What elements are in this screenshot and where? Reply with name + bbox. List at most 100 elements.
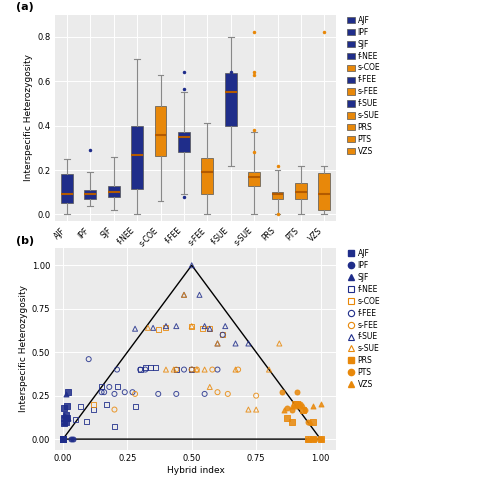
Point	[60, 419, 68, 427]
Point	[136, 365, 144, 373]
Point	[224, 390, 232, 398]
Point	[214, 340, 221, 347]
Point	[90, 406, 98, 414]
Point	[90, 400, 98, 408]
Legend: AJF, IPF, SJF, f-NEE, s-COE, f-FEE, s-FEE, f-SUE, s-SUE, PRS, PTS, VZS: AJF, IPF, SJF, f-NEE, s-COE, f-FEE, s-FE…	[346, 14, 382, 157]
Point	[188, 322, 195, 330]
Point	[252, 392, 260, 399]
Point	[147, 364, 155, 372]
Point	[180, 365, 188, 373]
Point	[299, 406, 306, 414]
Point	[276, 340, 283, 347]
PathPatch shape	[108, 186, 120, 197]
Point	[142, 364, 149, 372]
Point	[283, 404, 291, 412]
Point	[106, 383, 113, 391]
Point	[98, 383, 106, 391]
Point	[67, 435, 74, 443]
Point	[180, 291, 188, 299]
Point	[63, 402, 71, 410]
PathPatch shape	[272, 192, 283, 199]
Point	[293, 400, 301, 408]
Point	[60, 415, 68, 422]
Point	[193, 365, 201, 373]
Point	[312, 435, 319, 443]
Point	[234, 365, 242, 373]
Point	[61, 390, 69, 398]
Point	[131, 390, 139, 398]
Point	[304, 418, 312, 426]
Point	[206, 383, 214, 391]
Point	[198, 325, 206, 332]
Point	[291, 400, 299, 408]
Point	[196, 291, 204, 299]
Point	[288, 402, 296, 410]
Point	[201, 365, 208, 373]
Point	[288, 418, 296, 426]
Point	[59, 435, 67, 443]
PathPatch shape	[225, 73, 237, 125]
Point	[162, 365, 170, 373]
Point	[100, 388, 108, 396]
PathPatch shape	[178, 132, 190, 152]
Point	[219, 331, 227, 339]
Point	[232, 340, 240, 347]
Point	[113, 383, 121, 391]
Point	[306, 418, 314, 426]
PathPatch shape	[202, 158, 213, 194]
Point	[59, 435, 67, 443]
PathPatch shape	[84, 190, 96, 199]
Legend: AJF, IPF, SJF, f-NEE, s-COE, f-FEE, s-FEE, f-SUE, s-SUE, PRS, PTS, VZS: AJF, IPF, SJF, f-NEE, s-COE, f-FEE, s-FE…	[346, 248, 382, 391]
Point	[317, 435, 324, 443]
Point	[172, 322, 180, 330]
Point	[110, 423, 118, 431]
Point	[245, 406, 252, 414]
Text: (a): (a)	[16, 2, 34, 12]
Point	[144, 324, 152, 332]
Y-axis label: Interspecific Heterozygosity: Interspecific Heterozygosity	[19, 285, 28, 412]
PathPatch shape	[248, 172, 260, 186]
Point	[60, 418, 68, 426]
Point	[152, 364, 159, 372]
Point	[208, 365, 216, 373]
Point	[110, 390, 118, 398]
Point	[188, 261, 195, 269]
Point	[77, 402, 85, 410]
Point	[214, 340, 221, 347]
Text: (b): (b)	[16, 236, 34, 246]
Point	[172, 365, 180, 373]
Point	[85, 355, 93, 363]
Point	[131, 402, 139, 410]
X-axis label: Hybrid index: Hybrid index	[167, 466, 225, 475]
Point	[172, 390, 180, 398]
Point	[206, 325, 214, 332]
Point	[172, 365, 180, 373]
PathPatch shape	[155, 105, 167, 156]
Point	[293, 388, 301, 396]
Point	[103, 400, 110, 408]
Point	[188, 322, 195, 330]
Point	[245, 340, 252, 347]
Y-axis label: Interspecific Heterozygosity: Interspecific Heterozygosity	[24, 54, 33, 181]
Point	[110, 406, 118, 414]
Point	[64, 388, 72, 396]
Point	[219, 331, 227, 339]
Point	[188, 365, 195, 373]
PathPatch shape	[131, 125, 143, 189]
Point	[70, 435, 77, 443]
Point	[155, 390, 162, 398]
PathPatch shape	[61, 174, 73, 203]
Point	[180, 291, 188, 299]
Point	[162, 322, 170, 330]
Point	[317, 400, 324, 408]
Point	[221, 322, 229, 330]
Point	[309, 435, 317, 443]
Point	[61, 413, 69, 420]
Point	[301, 406, 309, 414]
Point	[232, 365, 240, 373]
Point	[64, 415, 72, 422]
Point	[214, 365, 221, 373]
Point	[155, 326, 162, 333]
Point	[296, 400, 304, 408]
Point	[309, 435, 317, 443]
